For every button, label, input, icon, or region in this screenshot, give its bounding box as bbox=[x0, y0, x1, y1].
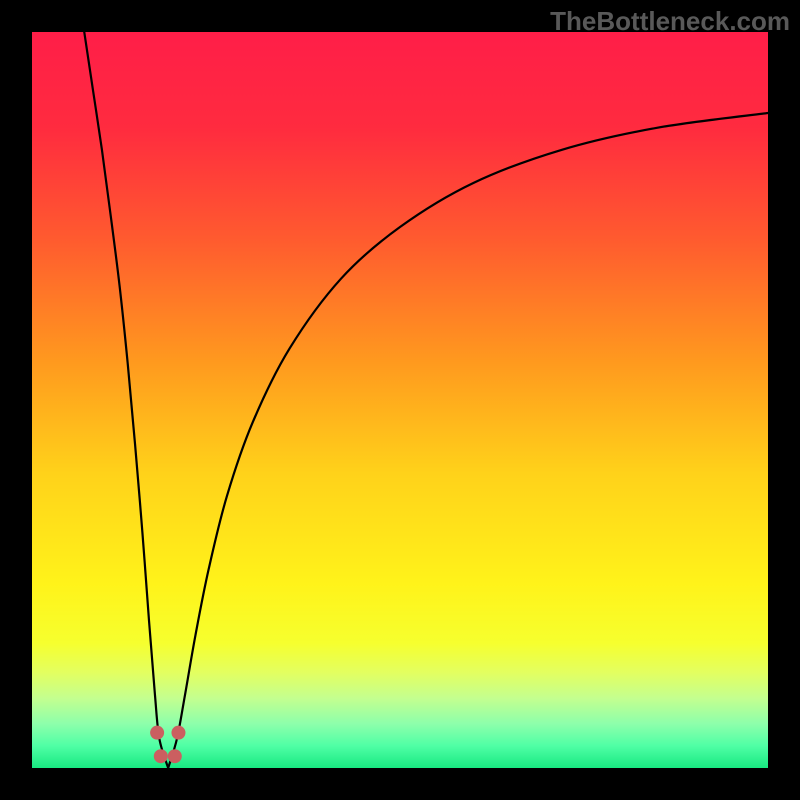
plot-area bbox=[32, 32, 768, 768]
chart-frame: TheBottleneck.com bbox=[0, 0, 800, 800]
chart-svg bbox=[32, 32, 768, 768]
vertex-marker-0 bbox=[150, 726, 164, 740]
vertex-marker-3 bbox=[171, 726, 185, 740]
vertex-marker-1 bbox=[154, 749, 168, 763]
watermark-text: TheBottleneck.com bbox=[550, 6, 790, 37]
vertex-marker-2 bbox=[168, 749, 182, 763]
gradient-background bbox=[32, 32, 768, 768]
